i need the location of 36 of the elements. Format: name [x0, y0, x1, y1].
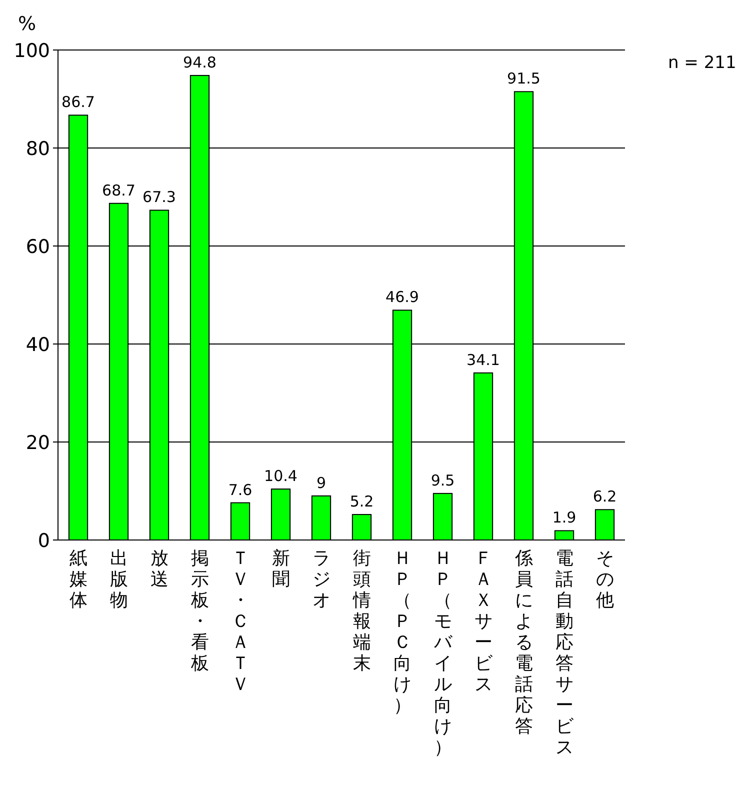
text: n = 211	[668, 53, 736, 73]
data-label: 91.5	[507, 70, 540, 88]
x-tick-label: 放送	[150, 548, 168, 590]
y-tick-label: 0	[38, 530, 50, 552]
y-tick-label: 80	[26, 138, 50, 160]
category-label: 係員による電話応答	[514, 548, 533, 737]
y-tick-label: 60	[26, 236, 50, 258]
x-tick-label: 掲示板・看板	[190, 548, 209, 674]
data-label: 46.9	[386, 288, 419, 306]
data-label: 10.4	[264, 467, 298, 486]
data-label: 9	[316, 474, 326, 492]
data-label: 9.5	[430, 471, 455, 490]
data-label: 34.1	[466, 350, 500, 369]
x-tick-label: 新聞	[272, 548, 290, 590]
data-label: 1.9	[552, 508, 576, 527]
y-tick-label: 20	[26, 432, 50, 454]
y-tick-label: 40	[26, 334, 50, 356]
x-tick-label: ＴＶ・ＣＡＴＶ	[231, 548, 250, 695]
y-tick-label: 100	[14, 40, 50, 62]
x-tick-label: ラジオ	[312, 548, 330, 611]
x-tick-label: 街頭情報端末	[352, 548, 371, 674]
data-label: 5.2	[350, 492, 374, 511]
x-tick-label: 出版物	[110, 548, 128, 611]
y-axis-title: %	[18, 13, 36, 35]
data-label: 86.7	[62, 93, 95, 112]
category-label: 電話自動応答サービス	[555, 548, 574, 758]
data-label: 68.7	[102, 181, 136, 200]
x-tick-label: ＦＡＸサービス	[474, 548, 494, 695]
category-label: ＨＰ（モバイル向け）	[434, 548, 452, 758]
x-tick-label: ＨＰ（ＰＣ向け）	[393, 548, 412, 716]
data-label: 7.6	[228, 480, 252, 499]
x-tick-label: 紙媒体	[69, 548, 88, 611]
data-label: 94.8	[183, 53, 216, 72]
data-label: 67.3	[142, 188, 176, 206]
data-label: 6.2	[592, 488, 617, 506]
x-tick-label: その他	[596, 548, 614, 611]
